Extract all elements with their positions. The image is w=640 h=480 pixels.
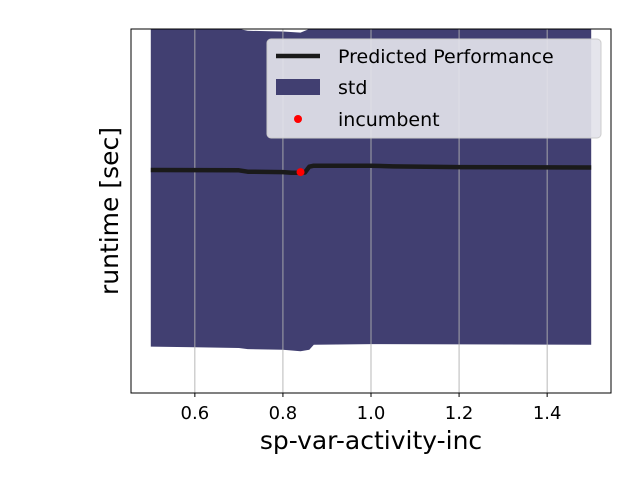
legend-label-predicted-performance: Predicted Performance	[338, 46, 554, 68]
incumbent-layer	[296, 168, 305, 177]
incumbent-point	[296, 168, 305, 177]
predicted-performance-line	[150, 163, 592, 176]
x-ticks: 0.6 0.8 1.0 1.2 1.4	[181, 393, 562, 424]
legend-box	[266, 38, 602, 139]
x-axis-label: sp-var-activity-inc	[260, 426, 482, 455]
legend-label-std: std	[338, 77, 367, 99]
mean-line-layer	[150, 163, 592, 176]
legend: Predicted Performance std incumbent	[266, 38, 602, 139]
x-tick-label: 1.4	[533, 403, 562, 424]
legend-std-swatch	[276, 79, 320, 95]
legend-incumbent-swatch	[294, 115, 302, 123]
x-tick-label: 1.0	[357, 403, 386, 424]
x-tick-label: 0.8	[269, 403, 298, 424]
y-axis-label: runtime [sec]	[95, 127, 124, 295]
x-tick-label: 0.6	[181, 403, 210, 424]
x-tick-label: 1.2	[445, 403, 474, 424]
legend-label-incumbent: incumbent	[338, 109, 440, 131]
